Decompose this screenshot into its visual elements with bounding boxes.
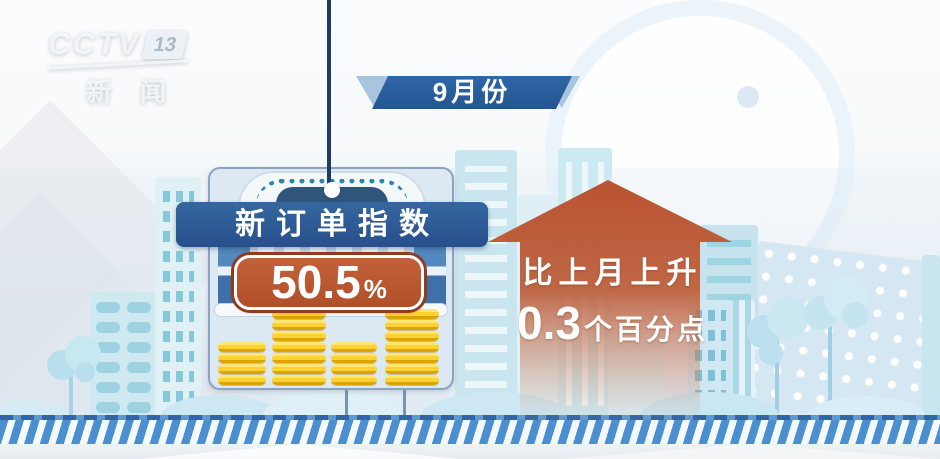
- tree-icon: [800, 272, 868, 417]
- building: [922, 255, 940, 418]
- hatch-border: [0, 415, 940, 420]
- machine-dotted-band: [256, 179, 408, 205]
- channel-subtitle: 新闻: [86, 77, 195, 107]
- index-value: 50.5: [271, 256, 361, 308]
- bush: [806, 396, 926, 418]
- building-windows: [96, 302, 151, 413]
- change-text: 比上月上升 0.3 个百分点: [505, 248, 720, 350]
- card-leg: [403, 385, 406, 418]
- change-line1: 比上月上升: [522, 257, 703, 290]
- hanging-pin: [324, 182, 340, 198]
- hatch-band: [0, 420, 940, 444]
- change-value: 0.3: [517, 297, 581, 349]
- tree-icon: [745, 295, 809, 417]
- channel-name: CCTV: [48, 26, 141, 61]
- percent-sign: %: [363, 274, 387, 304]
- coin-stack: [272, 305, 326, 385]
- change-suffix: 个百分点: [583, 314, 708, 345]
- coin-stack: [218, 305, 266, 385]
- up-arrow: [488, 180, 732, 425]
- channel-logo: CCTV 13 新闻: [48, 26, 248, 109]
- index-value-badge: 50.5 %: [234, 255, 424, 310]
- bush: [160, 395, 280, 418]
- tree-icon: [45, 330, 105, 420]
- hanging-line: [327, 0, 331, 188]
- building: [90, 292, 156, 418]
- bush: [0, 400, 70, 418]
- month-ribbon: 9月份: [372, 76, 572, 109]
- channel-number: 13: [142, 31, 189, 59]
- card-leg: [345, 385, 348, 418]
- coin-stack: [331, 305, 377, 385]
- coin-stack: [385, 305, 439, 385]
- glow-dot: [737, 86, 759, 108]
- index-name-banner: 新订单指数: [176, 202, 488, 247]
